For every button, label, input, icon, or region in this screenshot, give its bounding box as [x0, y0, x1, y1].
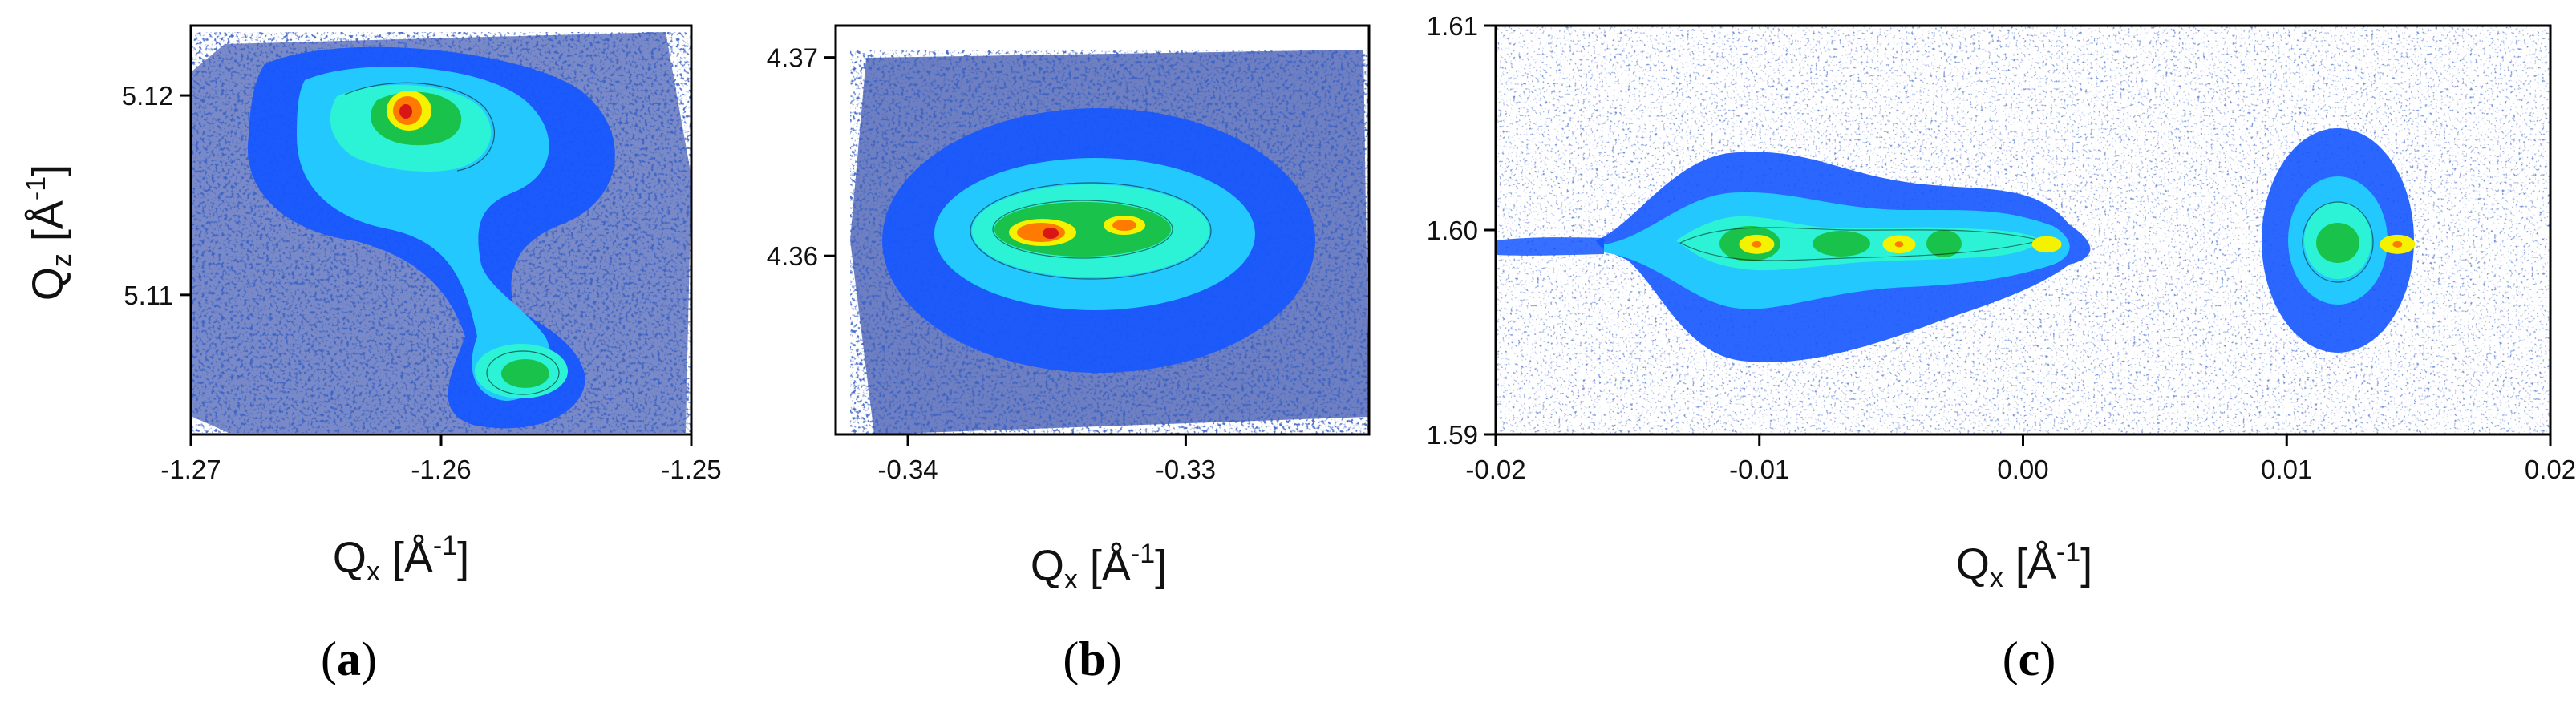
panel-c-peak-core: [2031, 236, 2062, 253]
panel-c: -0.02 -0.01 0.00 0.01 0.02 1.59 1.60 1.61 Qx [Å…: [1427, 11, 2576, 685]
panel-a-peak1-red: [399, 104, 412, 119]
panel-c-peak-center: [2392, 240, 2403, 248]
panel-c-right-green: [2316, 223, 2359, 263]
panel-a-xlabel: Qx [Å-1]: [333, 531, 469, 587]
panel-c-xtick-label: 0.01: [2261, 454, 2312, 484]
panel-c-peak-markers: [1739, 234, 2416, 254]
panel-a-ytick-label: 5.11: [124, 281, 173, 310]
panel-c-peak-center: [1894, 241, 1904, 248]
panel-c-xtick-label: 0.02: [2525, 454, 2576, 484]
panel-b-heatmap: [850, 50, 1369, 434]
panel-c-xlabel: Qx [Å-1]: [1956, 537, 2092, 593]
panel-b-xtick-label: -0.33: [1156, 454, 1216, 484]
panel-b-frame: [834, 24, 1371, 436]
panel-a-ylabel: Qz [Å-1]: [21, 164, 77, 301]
panel-c-ytick-label: 1.60: [1427, 216, 1478, 245]
panel-c-xtick-label: -0.01: [1729, 454, 1789, 484]
panel-c-xtick-label: -0.02: [1465, 454, 1525, 484]
panel-b-peak2-orange: [1112, 220, 1136, 231]
panel-b: -0.34 -0.33 4.36 4.37 Qx [Å-1] (b): [767, 24, 1371, 685]
panel-c-peak2-green: [1813, 231, 1870, 257]
panel-c-peak-center: [1752, 240, 1762, 248]
panel-c-xtick-label: 0.00: [1997, 454, 2048, 484]
panel-a-heatmap: [191, 32, 691, 433]
panel-c-ytick-label: 1.59: [1427, 420, 1478, 450]
panel-b-xlabel: Qx [Å-1]: [1031, 539, 1167, 595]
panel-c-heatmap: [1496, 26, 2550, 434]
panel-a-peak2-green: [501, 359, 549, 388]
panel-b-ytick-label: 4.36: [767, 241, 818, 271]
panel-a-label: (a): [321, 632, 377, 685]
panel-b-xtick-label: -0.34: [877, 454, 938, 484]
panel-b-peak1-red: [1043, 228, 1059, 239]
panel-b-ytick-label: 4.37: [767, 43, 818, 73]
panel-c-ytick-label: 1.61: [1427, 11, 1478, 41]
panel-a-ytick-label: 5.12: [122, 81, 173, 111]
panel-a-xtick-label: -1.27: [160, 454, 221, 484]
panel-b-label: (b): [1063, 632, 1121, 685]
panel-c-streak: [1497, 237, 1604, 256]
panel-b-axes: -0.34 -0.33 4.36 4.37: [767, 43, 1216, 484]
panel-c-peak3-green: [1926, 230, 1962, 257]
panel-c-label: (c): [2003, 632, 2056, 685]
panel-a-xtick-label: -1.26: [411, 454, 471, 484]
panel-a-xtick-label: -1.25: [661, 454, 721, 484]
panel-a: -1.27 -1.26 -1.25 5.11 5.12 Qx [Å-1] Qz [Å-1…: [21, 24, 722, 685]
panel-a-axes: -1.27 -1.26 -1.25 5.11 5.12: [122, 81, 722, 484]
panel-c-axes: -0.02 -0.01 0.00 0.01 0.02 1.59 1.60 1.61: [1427, 11, 2576, 484]
